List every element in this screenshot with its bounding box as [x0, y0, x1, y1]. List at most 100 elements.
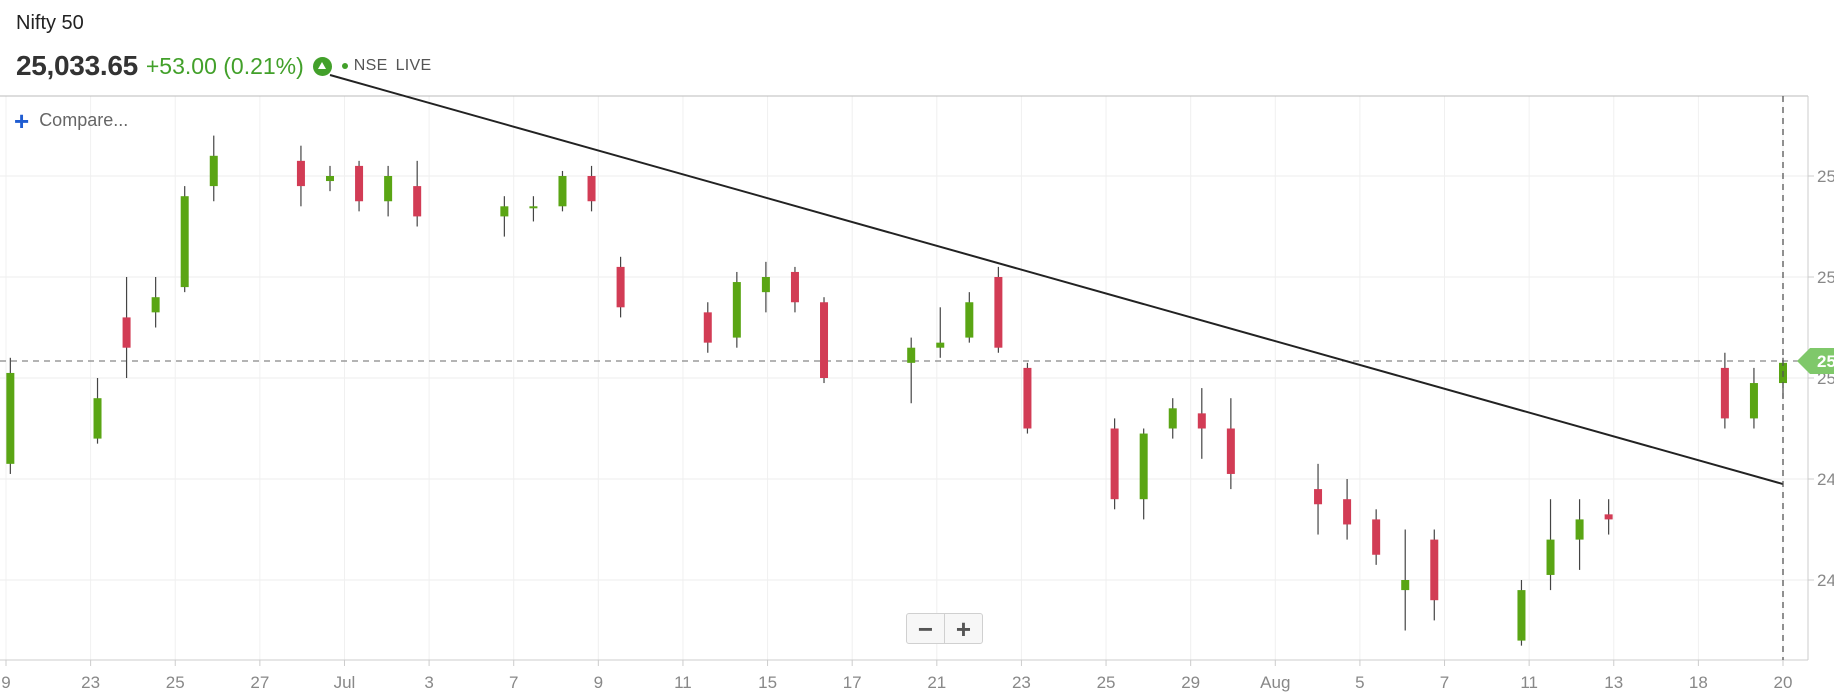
candle-body [1197, 413, 1206, 429]
candle-2 [93, 378, 102, 444]
candle-body [907, 347, 916, 363]
live-label: LIVE [395, 57, 432, 74]
plus-icon: + [14, 105, 30, 136]
candle-35 [1401, 529, 1410, 631]
candle-24 [965, 292, 974, 343]
price-tag: 25 [1797, 348, 1834, 375]
candle-body [1372, 519, 1381, 555]
candle-18 [732, 271, 741, 348]
x-tick-label-18: 11 [1520, 673, 1538, 692]
x-tick-label-5: 3 [424, 673, 433, 692]
candle-body [1575, 519, 1584, 540]
exchange-label: NSE [353, 57, 388, 74]
y-tick-label-1: 25 [1817, 268, 1834, 287]
candle-body [587, 176, 596, 202]
candle-body [6, 372, 15, 464]
candle-body [209, 155, 218, 187]
zoom-controls: − + [906, 613, 983, 644]
candle-body [326, 176, 334, 182]
x-tick-label-0: 9 [1, 673, 10, 692]
candle-36 [1430, 529, 1439, 621]
x-tick-label-20: 18 [1689, 673, 1708, 692]
candle-body [413, 186, 422, 217]
candle-39 [1575, 499, 1584, 570]
candle-body [500, 206, 509, 217]
candle-6 [209, 135, 218, 202]
candle-body [355, 165, 364, 202]
candle-23 [936, 307, 945, 358]
price-tag-shape [1797, 348, 1834, 375]
candle-26 [1023, 362, 1032, 434]
candle-body [558, 176, 567, 207]
candle-body [151, 297, 160, 313]
candle-body [1604, 514, 1613, 520]
candle-body [93, 398, 102, 439]
last-price: 25,033.65 [16, 50, 138, 81]
x-tick-label-17: 7 [1440, 673, 1449, 692]
candle-8 [326, 165, 334, 192]
candle-body [180, 196, 189, 288]
price-change: +53.00 (0.21%) [145, 52, 304, 79]
y-axis-labels: 25 25 25 24 24 [1808, 167, 1834, 590]
candle-body [1517, 590, 1526, 641]
y-tick-label-4: 24 [1817, 571, 1834, 590]
price-row: 25,033.65 +53.00 (0.21%) NSE LIVE [16, 50, 432, 82]
candle-1 [6, 357, 15, 474]
candle-21 [820, 297, 829, 384]
candle-34 [1372, 509, 1381, 565]
candle-body [1226, 428, 1235, 474]
candle-5 [180, 186, 189, 293]
candle-body [1749, 383, 1758, 419]
zoom-in-button[interactable]: + [955, 613, 972, 644]
candle-body [703, 312, 712, 343]
candle-17 [703, 302, 712, 353]
x-tick-label-10: 17 [843, 673, 862, 692]
candle-12 [500, 196, 509, 237]
candle-14 [558, 170, 567, 212]
y-tick-label-0: 25 [1817, 167, 1834, 186]
x-tick-label-16: 5 [1355, 673, 1364, 692]
candle-body [296, 160, 305, 187]
x-tick-label-9: 15 [758, 673, 777, 692]
x-tick-label-13: 25 [1097, 673, 1116, 692]
candle-41 [1720, 352, 1729, 429]
candle-body [1139, 433, 1148, 500]
candle-28 [1139, 428, 1148, 520]
x-tick-label-21: 20 [1774, 673, 1793, 692]
candle-19 [761, 261, 770, 313]
candle-29 [1168, 398, 1177, 439]
candle-body [965, 302, 974, 338]
live-dot-icon [341, 63, 348, 69]
candle-38 [1546, 499, 1555, 591]
candle-body [616, 266, 625, 308]
candle-body [761, 277, 770, 293]
candle-11 [413, 160, 422, 227]
candle-body [790, 271, 799, 303]
candle-body [1110, 428, 1119, 500]
y-tick-label-3: 24 [1817, 470, 1834, 489]
candle-body [936, 342, 945, 348]
candle-15 [587, 165, 596, 212]
candle-body [1168, 408, 1177, 429]
x-axis-labels: 9 23 25 27 Jul 3 7 9 11 15 17 21 23 25 29 Aug 5 7 11 13 18 20 [1, 660, 1792, 692]
x-tick-label-15: Aug [1260, 673, 1290, 692]
instrument-title: Nifty 50 [16, 12, 84, 34]
candle-42 [1749, 367, 1758, 429]
candle-31 [1226, 398, 1235, 490]
candle-body [994, 277, 1003, 348]
x-tick-label-19: 13 [1604, 673, 1623, 692]
compare-label: Compare... [39, 110, 129, 130]
x-tick-label-12: 23 [1012, 673, 1031, 692]
candle-13 [529, 196, 538, 222]
candles [6, 135, 1787, 646]
trend-line[interactable] [329, 74, 1784, 486]
x-tick-label-3: 27 [250, 673, 269, 692]
candle-body [1720, 367, 1729, 419]
zoom-out-button[interactable]: − [907, 614, 945, 643]
x-tick-label-6: 7 [509, 673, 518, 692]
candle-body [820, 302, 829, 378]
candle-body [384, 176, 393, 202]
compare-button[interactable]: + Compare... [14, 105, 129, 136]
candle-33 [1343, 479, 1352, 540]
